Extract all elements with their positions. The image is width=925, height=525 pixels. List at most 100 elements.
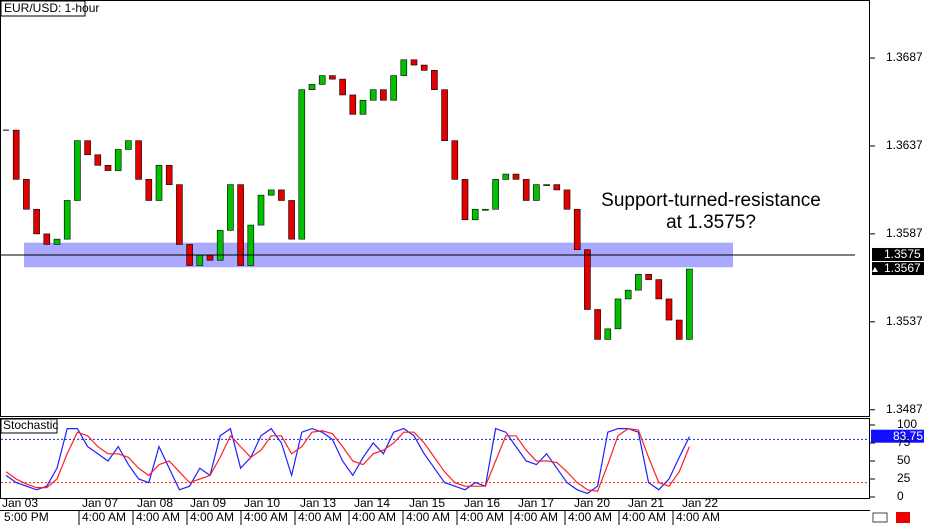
x-time-label: 4:00 AM [406, 510, 450, 524]
candle [63, 200, 71, 240]
x-time-label: 4:00 AM [352, 510, 396, 524]
x-time-label: 4:00 AM [190, 510, 234, 524]
x-time-label: 4:00 AM [244, 510, 288, 524]
candle [441, 89, 448, 141]
candle [267, 189, 275, 196]
x-time-label: 4:00 AM [460, 510, 504, 524]
x-date-label: Jan 10 [244, 496, 280, 510]
candle [492, 179, 499, 210]
candle [104, 164, 112, 171]
candle [84, 140, 91, 156]
stoch-line [5, 427, 690, 492]
candle [53, 238, 61, 245]
y-tick-label: 1.3637 [886, 138, 923, 152]
toolbar-icon[interactable] [872, 512, 888, 523]
candle [665, 298, 673, 321]
candle [614, 298, 622, 330]
price-label-box [872, 247, 924, 261]
candle [584, 249, 591, 310]
y-tick-label: 25 [897, 471, 911, 485]
price-label-box [872, 262, 924, 276]
candle [33, 208, 40, 235]
stoch-last-label: 83.75 [893, 429, 923, 443]
x-time-label: 5:00 PM [4, 510, 49, 524]
candle [624, 289, 632, 300]
candle [74, 140, 81, 201]
candle [165, 164, 173, 185]
candle [247, 224, 255, 266]
candle [288, 200, 295, 240]
candle [522, 179, 530, 201]
candle [502, 173, 510, 180]
resistance-label: 1.3575 [884, 247, 921, 261]
title-box [0, 0, 86, 17]
x-date-label: Jan 14 [354, 496, 390, 510]
candle [604, 328, 612, 340]
candle [125, 140, 132, 150]
candle [635, 274, 642, 291]
last-price-label: 1.3567 [884, 261, 921, 275]
x-time-label: 4:00 AM [568, 510, 612, 524]
candle [420, 64, 428, 71]
candle [196, 254, 204, 266]
candle [410, 59, 418, 66]
candle [655, 279, 663, 300]
candle [308, 84, 316, 90]
x-time-label: 4:00 AM [676, 510, 720, 524]
x-date-label: Jan 03 [2, 496, 38, 510]
y-tick-label: 1.3537 [886, 314, 923, 328]
stoch-line [5, 427, 690, 495]
candle [237, 184, 244, 266]
x-time-label: 4:00 AM [136, 510, 180, 524]
candle [431, 70, 438, 90]
candle [329, 75, 336, 80]
candle [176, 184, 183, 245]
x-date-label: Jan 08 [137, 496, 173, 510]
candle [645, 274, 652, 280]
stoch-title-box [0, 418, 58, 434]
x-date-label: Jan 21 [628, 496, 664, 510]
candle [563, 189, 571, 210]
x-time-label: 4:00 AM [514, 510, 558, 524]
candle [145, 179, 153, 201]
toolbar-icon[interactable] [896, 512, 910, 523]
stoch-frame [0, 418, 870, 499]
candle [400, 59, 408, 76]
candle [369, 89, 377, 101]
annotation: at 1.3575? [666, 212, 756, 233]
candle [573, 208, 581, 251]
x-time-label: 4:00 AM [298, 510, 342, 524]
candle [543, 184, 550, 186]
x-date-label: Jan 16 [464, 496, 500, 510]
candle [594, 309, 601, 340]
candle [135, 140, 142, 180]
candle [482, 208, 489, 211]
candle [23, 179, 30, 210]
stoch-label-box [871, 429, 924, 443]
x-date-label: Jan 22 [682, 496, 718, 510]
last-marker [872, 267, 878, 273]
candle [12, 129, 20, 180]
candle [257, 194, 265, 226]
y-tick-label: 50 [897, 453, 911, 467]
candle [339, 78, 346, 96]
candle [512, 173, 520, 180]
candle [298, 89, 306, 240]
y-tick-label: 0 [897, 489, 904, 503]
candle [278, 189, 285, 201]
candle [390, 75, 397, 101]
x-date-label: Jan 15 [409, 496, 445, 510]
x-date-label: Jan 20 [574, 496, 610, 510]
candle [471, 208, 479, 221]
stoch-title: Stochastic [3, 418, 58, 432]
y-tick-label: 100 [897, 417, 917, 431]
candle [686, 268, 693, 340]
x-date-label: Jan 13 [300, 496, 336, 510]
y-tick-label: 1.3587 [886, 226, 923, 240]
candle [318, 75, 326, 85]
candle [451, 140, 459, 180]
x-date-label: Jan 09 [190, 496, 226, 510]
y-tick-label: 1.3487 [886, 402, 923, 416]
candle [155, 164, 163, 201]
